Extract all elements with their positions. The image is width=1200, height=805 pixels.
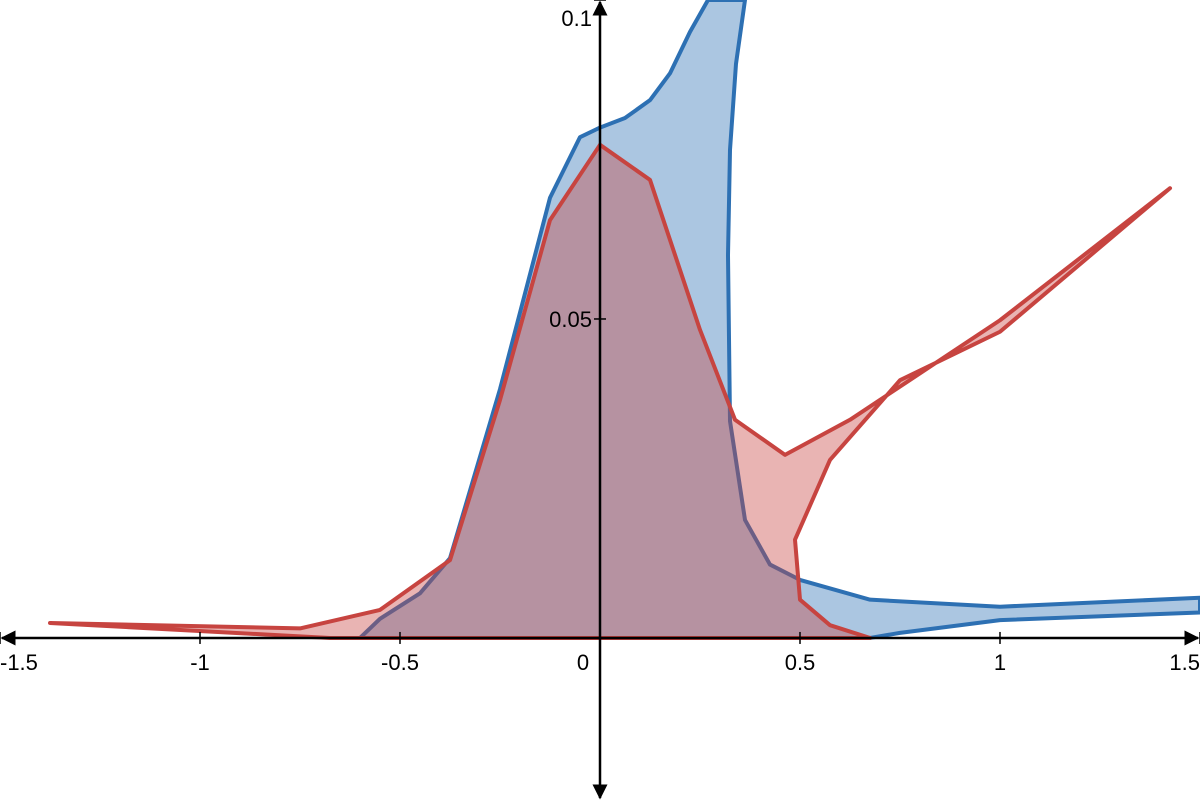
y-tick-label: 0.05 <box>549 307 592 332</box>
x-tick-label: 0.5 <box>785 650 816 675</box>
x-tick-label: -0.5 <box>381 650 419 675</box>
x-tick-label: 0 <box>577 650 589 675</box>
x-tick-label: 1 <box>994 650 1006 675</box>
region <box>358 0 1200 640</box>
x-tick-label: -1.5 <box>0 650 38 675</box>
x-tick-label: 1.5 <box>1169 650 1200 675</box>
y-tick-label: 0.1 <box>561 6 592 31</box>
region <box>48 142 1172 640</box>
x-tick-label: -1 <box>190 650 210 675</box>
